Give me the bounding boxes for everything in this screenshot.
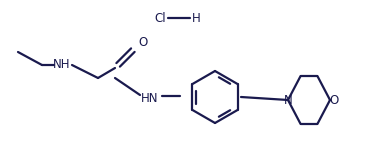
Text: H: H — [192, 12, 200, 24]
Text: Cl: Cl — [154, 12, 166, 24]
Text: NH: NH — [53, 58, 71, 72]
Text: O: O — [329, 93, 339, 106]
Text: O: O — [138, 36, 148, 48]
Text: N: N — [284, 93, 292, 106]
Text: HN: HN — [141, 93, 159, 105]
